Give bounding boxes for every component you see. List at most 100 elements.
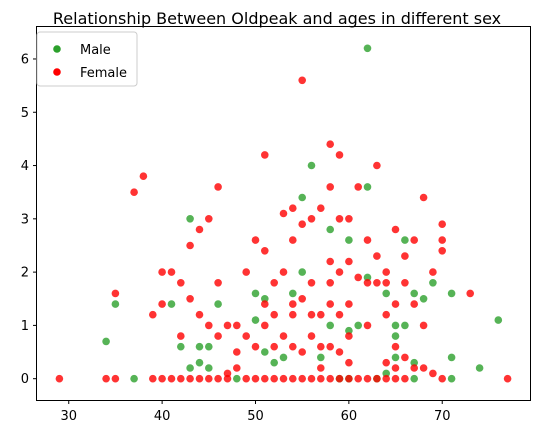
point-female-98	[363, 279, 372, 287]
legend-box	[36, 31, 138, 87]
point-female-100	[363, 374, 372, 383]
point-female-49	[270, 374, 279, 383]
point-female-1	[102, 374, 110, 383]
point-female-72	[317, 342, 325, 351]
point-female-117	[401, 353, 409, 362]
point-female-53	[279, 374, 288, 383]
point-female-32	[233, 348, 241, 356]
point-female-2	[111, 289, 120, 298]
point-male-40	[401, 236, 409, 244]
point-male-47	[447, 289, 456, 298]
point-female-86	[335, 348, 344, 356]
x-tick-label-30: 30	[60, 409, 77, 424]
y-axis: 0 1 2 3 4 5 6	[21, 52, 37, 387]
point-female-67	[307, 310, 316, 319]
point-male-8	[195, 358, 204, 367]
y-tick-label-4: 4	[21, 159, 29, 174]
point-female-8	[158, 268, 166, 276]
point-female-74	[317, 374, 325, 383]
point-female-62	[298, 295, 307, 303]
point-female-26	[214, 279, 222, 287]
point-female-79	[326, 300, 335, 308]
point-female-66	[307, 279, 316, 287]
point-female-82	[335, 151, 344, 159]
point-female-36	[242, 332, 250, 340]
point-female-24	[205, 374, 213, 383]
point-female-31	[223, 374, 232, 383]
y-tick-label-0: 0	[21, 372, 29, 387]
point-female-120	[410, 300, 419, 308]
point-female-13	[177, 279, 185, 287]
point-female-95	[354, 273, 363, 282]
point-female-83	[335, 215, 344, 223]
point-female-7	[149, 374, 157, 383]
point-male-0	[102, 337, 110, 346]
point-female-52	[279, 332, 288, 340]
y-tick-label-5: 5	[21, 106, 29, 121]
point-female-38	[251, 236, 260, 244]
point-male-39	[391, 353, 400, 362]
point-male-38	[391, 332, 400, 340]
point-female-90	[345, 300, 353, 308]
chart-title: Relationship Between Oldpeak and ages in…	[53, 9, 501, 28]
point-female-18	[186, 374, 194, 383]
point-female-76	[326, 183, 335, 191]
x-tick-label-50: 50	[247, 409, 264, 424]
point-female-46	[270, 279, 279, 287]
point-female-43	[261, 300, 269, 308]
point-female-75	[326, 140, 335, 148]
legend-marker-female	[53, 68, 61, 76]
point-female-108	[382, 358, 391, 367]
point-female-126	[429, 369, 437, 378]
point-female-63	[298, 348, 307, 356]
point-male-19	[289, 289, 297, 298]
point-female-11	[167, 268, 176, 276]
point-male-13	[251, 289, 260, 298]
point-female-84	[335, 268, 344, 276]
point-female-119	[410, 236, 419, 244]
point-female-4	[130, 188, 138, 196]
legend-marker-male	[53, 45, 61, 53]
point-female-10	[158, 374, 166, 383]
point-female-3	[111, 374, 120, 383]
point-male-22	[307, 161, 316, 170]
point-female-28	[214, 374, 222, 383]
point-female-33	[233, 364, 241, 372]
point-male-50	[475, 364, 484, 372]
point-female-59	[289, 374, 297, 383]
point-female-14	[177, 332, 185, 340]
point-female-16	[186, 241, 194, 250]
point-female-27	[214, 332, 222, 340]
point-female-70	[317, 204, 325, 212]
point-female-93	[345, 374, 353, 383]
plot-frame	[36, 26, 531, 401]
legend-label-female: Female	[80, 66, 127, 81]
point-female-81	[326, 374, 335, 383]
point-male-45	[419, 295, 428, 303]
point-female-88	[345, 215, 353, 223]
point-female-42	[261, 247, 269, 255]
point-male-5	[186, 215, 194, 223]
x-axis: 30 40 50 60 70	[60, 400, 451, 424]
point-female-73	[317, 364, 325, 372]
point-male-2	[130, 374, 138, 383]
point-female-55	[289, 236, 297, 244]
x-tick-label-40: 40	[154, 409, 171, 424]
point-female-64	[298, 374, 307, 383]
point-female-87	[335, 374, 344, 383]
point-female-127	[438, 220, 447, 228]
point-male-35	[382, 289, 391, 298]
point-female-91	[345, 332, 353, 340]
point-female-45	[261, 374, 269, 383]
point-male-24	[326, 225, 335, 234]
point-female-124	[419, 364, 428, 372]
point-female-112	[391, 342, 400, 351]
point-female-132	[503, 374, 512, 383]
point-female-54	[289, 204, 297, 212]
point-female-19	[195, 225, 204, 234]
point-female-20	[195, 310, 204, 319]
point-female-58	[289, 342, 297, 351]
point-male-17	[270, 358, 279, 367]
y-tick-label-6: 6	[21, 52, 29, 67]
